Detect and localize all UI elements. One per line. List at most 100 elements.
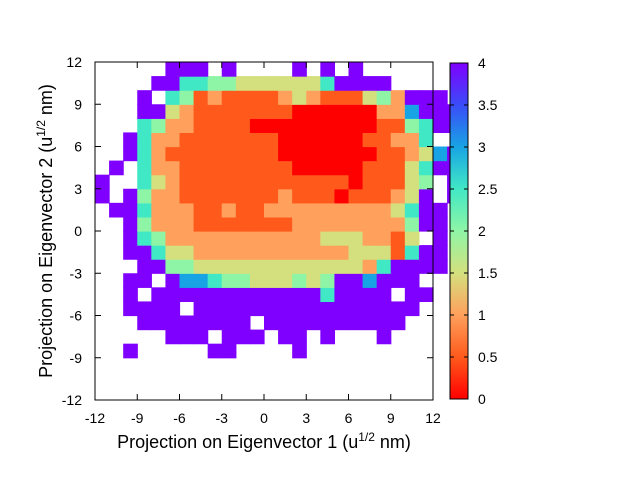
heatmap-cell: [193, 160, 209, 176]
heatmap-cell: [235, 231, 251, 246]
heatmap-cell: [348, 76, 364, 91]
heatmap-cell: [179, 104, 195, 119]
heatmap-cell: [193, 118, 209, 134]
heatmap-cell: [137, 104, 152, 119]
colorbar-tick-label: 2: [478, 223, 486, 239]
heatmap-cell: [264, 118, 279, 134]
heatmap-cell: [292, 174, 307, 190]
heatmap-cell: [278, 160, 293, 176]
heatmap-cell: [221, 188, 237, 204]
heatmap-cell: [306, 273, 321, 288]
heatmap-cell: [221, 146, 237, 162]
heatmap-cell: [264, 259, 279, 274]
heatmap-cell: [151, 216, 167, 232]
heatmap-cell: [334, 315, 350, 331]
heatmap-cell: [334, 301, 350, 317]
heatmap-cell: [418, 132, 434, 148]
colorbar-tick-label: 1: [478, 307, 486, 323]
heatmap-cell: [418, 259, 434, 274]
heatmap-cell: [320, 245, 336, 260]
heatmap-cell: [151, 160, 167, 176]
heatmap-cell: [235, 104, 251, 119]
heatmap-cell: [418, 188, 434, 204]
x-tick-label: -6: [173, 410, 186, 426]
heatmap-cell: [348, 259, 364, 274]
heatmap-cell: [334, 273, 350, 288]
heatmap-cell: [320, 301, 336, 317]
heatmap-cell: [292, 259, 307, 274]
heatmap-cell: [362, 287, 378, 303]
heatmap-cell: [390, 132, 406, 148]
heatmap-cell: [348, 202, 364, 218]
heatmap-cell: [348, 90, 364, 105]
heatmap-cell: [151, 76, 167, 91]
heatmap-cell: [179, 216, 195, 232]
heatmap-cell: [165, 329, 181, 345]
heatmap-cell: [207, 174, 223, 190]
heatmap-cell: [165, 90, 181, 105]
heatmap-cell: [165, 231, 181, 246]
heatmap-cell: [404, 231, 420, 246]
heatmap-cell: [249, 273, 265, 288]
heatmap-cell: [207, 216, 223, 232]
y-tick-label: -12: [62, 392, 82, 408]
heatmap-cell: [207, 245, 223, 260]
heatmap-cell: [348, 216, 364, 232]
heatmap-cell: [390, 90, 406, 105]
x-tick-label: -9: [131, 410, 144, 426]
heatmap-cell: [193, 104, 209, 119]
heatmap-cell: [334, 231, 350, 246]
heatmap-cell: [249, 174, 265, 190]
heatmap-cell: [179, 287, 195, 303]
heatmap-cell: [348, 188, 364, 204]
heatmap-cell: [179, 259, 195, 274]
heatmap-cell: [306, 287, 321, 303]
heatmap-cell: [306, 245, 321, 260]
heatmap-cell: [418, 174, 434, 190]
heatmap-cell: [264, 174, 279, 190]
heatmap-cell: [292, 188, 307, 204]
heatmap-cell: [221, 315, 237, 331]
heatmap-cell: [334, 202, 350, 218]
heatmap-cell: [264, 132, 279, 148]
heatmap-cell: [235, 216, 251, 232]
heatmap-cell: [207, 188, 223, 204]
heatmap-cell: [278, 301, 293, 317]
heatmap-cell: [249, 245, 265, 260]
heatmap-cell: [292, 62, 307, 77]
heatmap-cell: [221, 62, 237, 77]
heatmap-cell: [165, 146, 181, 162]
heatmap-cell: [278, 287, 293, 303]
heatmap-cell: [264, 160, 279, 176]
heatmap-cell: [264, 202, 279, 218]
heatmap-cell: [207, 76, 223, 91]
heatmap-cell: [390, 273, 406, 288]
heatmap-cell: [137, 259, 152, 274]
heatmap-cell: [376, 174, 392, 190]
heatmap-cell: [151, 259, 167, 274]
heatmap-cell: [362, 259, 378, 274]
heatmap-cell: [179, 245, 195, 260]
heatmap-cell: [390, 174, 406, 190]
heatmap-cell: [151, 231, 167, 246]
heatmap-cell: [221, 287, 237, 303]
heatmap-cell: [433, 259, 448, 274]
heatmap-cell: [320, 231, 336, 246]
heatmap-cell: [249, 202, 265, 218]
heatmap-cell: [404, 104, 420, 119]
y-axis-title: Projection on Eigenvector 2 (u1/2 nm): [34, 84, 56, 378]
heatmap-cell: [390, 216, 406, 232]
heatmap-cell: [193, 216, 209, 232]
heatmap-cell: [193, 259, 209, 274]
heatmap-cell: [95, 174, 110, 190]
heatmap-cell: [278, 202, 293, 218]
heatmap-cell: [193, 132, 209, 148]
heatmap-cell: [348, 118, 364, 134]
heatmap-cell: [137, 245, 152, 260]
heatmap-cell: [235, 202, 251, 218]
heatmap-cell: [376, 273, 392, 288]
heatmap-cell: [376, 329, 392, 345]
heatmap-cell: [362, 301, 378, 317]
heatmap-cell: [193, 301, 209, 317]
heatmap-cell: [207, 104, 223, 119]
